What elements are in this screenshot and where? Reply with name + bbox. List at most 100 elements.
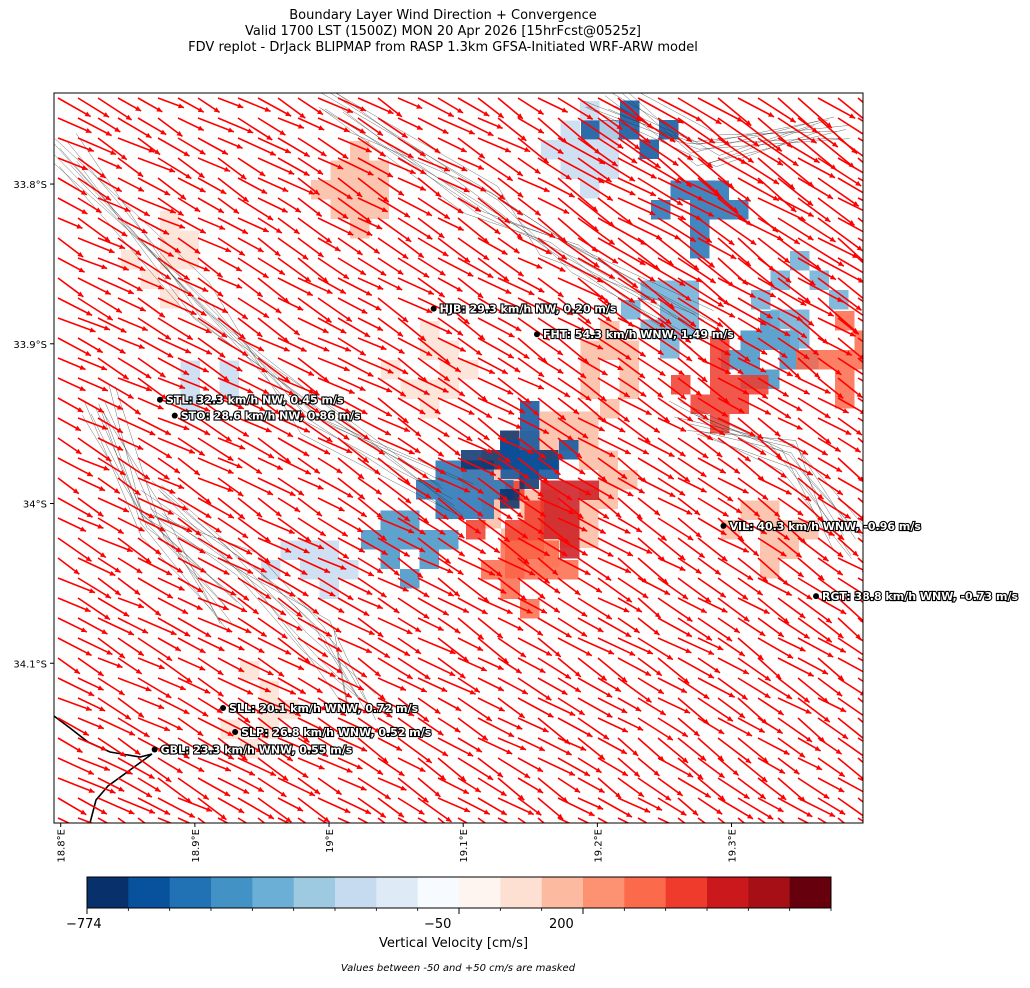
wind-vector <box>837 777 863 793</box>
wind-vector <box>317 337 352 352</box>
terrain-contour <box>54 153 444 483</box>
wind-vector <box>97 437 124 451</box>
wind-vector <box>677 357 708 383</box>
wind-vector <box>337 237 364 256</box>
wind-vector <box>757 317 791 337</box>
wind-vector <box>217 97 244 109</box>
wind-vector <box>257 377 295 396</box>
wind-vector <box>437 357 462 373</box>
wind-vector <box>417 617 444 632</box>
wind-vector <box>777 557 805 578</box>
wind-vector <box>297 677 323 694</box>
wind-vector <box>477 597 513 615</box>
wind-vector <box>557 357 587 379</box>
wind-vector <box>497 597 533 614</box>
wind-vector <box>637 97 684 124</box>
wind-vector <box>637 757 660 777</box>
wind-vector <box>677 497 701 516</box>
wind-vector <box>317 497 345 512</box>
terrain-contour <box>70 164 453 500</box>
map-frame <box>53 92 864 824</box>
wind-vector <box>477 337 515 359</box>
wind-vector <box>337 637 373 654</box>
wind-vector <box>537 317 563 335</box>
wind-vector <box>517 737 546 752</box>
wind-vector <box>337 117 366 134</box>
wind-vector <box>557 577 581 596</box>
wind-vector <box>337 317 371 338</box>
wind-vector <box>357 797 387 819</box>
wind-vector <box>517 717 549 733</box>
wind-vector <box>557 417 589 439</box>
wind-vector <box>377 717 405 735</box>
wind-vector <box>697 297 736 319</box>
velocity-cell <box>581 120 601 140</box>
wind-vector <box>537 137 564 155</box>
wind-vector <box>637 137 679 167</box>
wind-vector <box>737 277 777 298</box>
wind-vector <box>277 817 290 823</box>
wind-vector <box>457 237 490 261</box>
velocity-cell <box>419 530 439 550</box>
wind-vector <box>597 737 628 755</box>
velocity-cell <box>500 540 520 560</box>
wind-vector <box>817 357 842 376</box>
wind-vector <box>797 457 832 480</box>
wind-vector <box>57 97 92 118</box>
wind-vector <box>777 457 814 476</box>
wind-vector <box>77 497 104 518</box>
wind-vector <box>737 717 766 734</box>
wind-vector <box>777 357 801 380</box>
wind-vector <box>57 157 88 171</box>
wind-vector <box>257 657 285 678</box>
wind-vector <box>217 777 250 795</box>
wind-vector <box>617 637 654 655</box>
wind-vector <box>457 817 469 823</box>
wind-vector <box>597 797 633 818</box>
velocity-cell <box>660 319 680 339</box>
wind-vector <box>57 757 95 776</box>
wind-vector <box>77 137 117 156</box>
wind-vector <box>77 517 104 529</box>
wind-vector <box>557 437 583 459</box>
wind-vector <box>177 317 212 334</box>
wind-vector <box>77 357 108 371</box>
wind-vector <box>657 677 688 694</box>
wind-vector <box>257 677 297 695</box>
wind-vector <box>117 697 145 719</box>
wind-vector <box>297 697 328 711</box>
wind-vector <box>477 717 515 738</box>
wind-vector <box>377 157 417 175</box>
wind-vector <box>157 417 190 431</box>
terrain-contour <box>324 108 714 311</box>
wind-vector <box>157 557 184 574</box>
wind-vector <box>417 597 450 616</box>
wind-vector <box>117 197 151 217</box>
wind-vector <box>117 577 141 596</box>
velocity-cell <box>319 579 339 599</box>
wind-vector <box>197 697 223 714</box>
velocity-cell <box>579 509 599 529</box>
wind-vector <box>377 297 409 323</box>
wind-vector <box>257 737 294 762</box>
wind-vector <box>337 497 368 518</box>
velocity-cell <box>796 350 816 370</box>
wind-vector <box>837 277 863 300</box>
wind-vector <box>377 197 411 218</box>
wind-vector <box>257 157 295 175</box>
wind-vector <box>377 697 415 717</box>
wind-vector <box>257 117 286 136</box>
wind-vector <box>777 437 809 456</box>
wind-vector <box>517 257 543 269</box>
wind-vector <box>417 737 449 757</box>
wind-vector <box>577 817 590 823</box>
wind-vector <box>77 277 112 296</box>
wind-vector <box>537 497 575 515</box>
wind-vector <box>817 537 844 558</box>
wind-vector <box>237 497 263 518</box>
wind-vector <box>517 277 545 293</box>
wind-vector <box>617 177 657 197</box>
wind-vector <box>257 477 296 497</box>
wind-vector <box>637 317 661 334</box>
wind-vector <box>217 357 243 372</box>
